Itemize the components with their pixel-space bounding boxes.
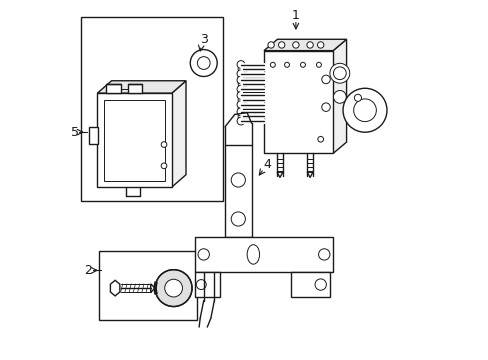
- Text: 5: 5: [71, 126, 79, 139]
- Circle shape: [231, 212, 245, 226]
- Circle shape: [318, 249, 329, 260]
- Circle shape: [270, 62, 275, 67]
- Bar: [81, 17, 223, 201]
- Polygon shape: [97, 81, 185, 93]
- Circle shape: [300, 62, 305, 67]
- Circle shape: [238, 104, 247, 113]
- Polygon shape: [277, 172, 282, 177]
- Ellipse shape: [246, 245, 259, 264]
- Bar: [97, 93, 171, 187]
- Circle shape: [196, 280, 206, 289]
- Text: 3: 3: [200, 33, 207, 46]
- Bar: [88, 127, 98, 144]
- Circle shape: [316, 62, 321, 67]
- Circle shape: [238, 73, 247, 82]
- Circle shape: [197, 57, 210, 69]
- Polygon shape: [264, 39, 346, 51]
- Circle shape: [314, 279, 325, 290]
- Circle shape: [354, 94, 361, 102]
- Polygon shape: [150, 284, 155, 292]
- Text: 1: 1: [291, 9, 299, 22]
- Circle shape: [161, 163, 166, 168]
- Polygon shape: [171, 81, 185, 187]
- Bar: [290, 272, 329, 297]
- Polygon shape: [110, 280, 120, 296]
- Circle shape: [343, 88, 386, 132]
- Bar: [106, 84, 121, 93]
- Circle shape: [231, 173, 245, 187]
- Circle shape: [292, 42, 299, 48]
- Circle shape: [161, 142, 166, 147]
- Circle shape: [317, 136, 323, 142]
- Circle shape: [237, 117, 244, 125]
- Text: 2: 2: [84, 264, 92, 277]
- Text: 4: 4: [263, 158, 271, 171]
- Bar: [195, 272, 219, 297]
- Circle shape: [238, 95, 247, 104]
- Circle shape: [237, 76, 244, 84]
- Circle shape: [238, 88, 247, 97]
- Polygon shape: [306, 172, 312, 177]
- Circle shape: [237, 85, 244, 93]
- Bar: [127, 84, 142, 93]
- Circle shape: [164, 279, 182, 297]
- Circle shape: [238, 64, 247, 74]
- Circle shape: [203, 287, 214, 297]
- Polygon shape: [224, 145, 251, 237]
- Circle shape: [321, 75, 329, 84]
- Circle shape: [284, 62, 289, 67]
- Circle shape: [238, 112, 247, 121]
- Circle shape: [317, 42, 323, 48]
- Bar: [99, 251, 196, 320]
- Polygon shape: [195, 237, 332, 272]
- Circle shape: [198, 249, 209, 260]
- Circle shape: [353, 99, 376, 122]
- Circle shape: [237, 101, 244, 108]
- Circle shape: [267, 42, 274, 48]
- Circle shape: [237, 91, 244, 99]
- Circle shape: [190, 50, 217, 77]
- Bar: [103, 100, 165, 181]
- Circle shape: [237, 60, 244, 68]
- Bar: [264, 51, 332, 153]
- Circle shape: [237, 70, 244, 78]
- Circle shape: [306, 42, 313, 48]
- Circle shape: [278, 42, 285, 48]
- Circle shape: [329, 63, 349, 83]
- Circle shape: [155, 270, 192, 306]
- Circle shape: [333, 67, 346, 80]
- Circle shape: [321, 103, 329, 111]
- Circle shape: [237, 108, 244, 116]
- Circle shape: [333, 90, 346, 103]
- Circle shape: [238, 79, 247, 88]
- Polygon shape: [332, 39, 346, 153]
